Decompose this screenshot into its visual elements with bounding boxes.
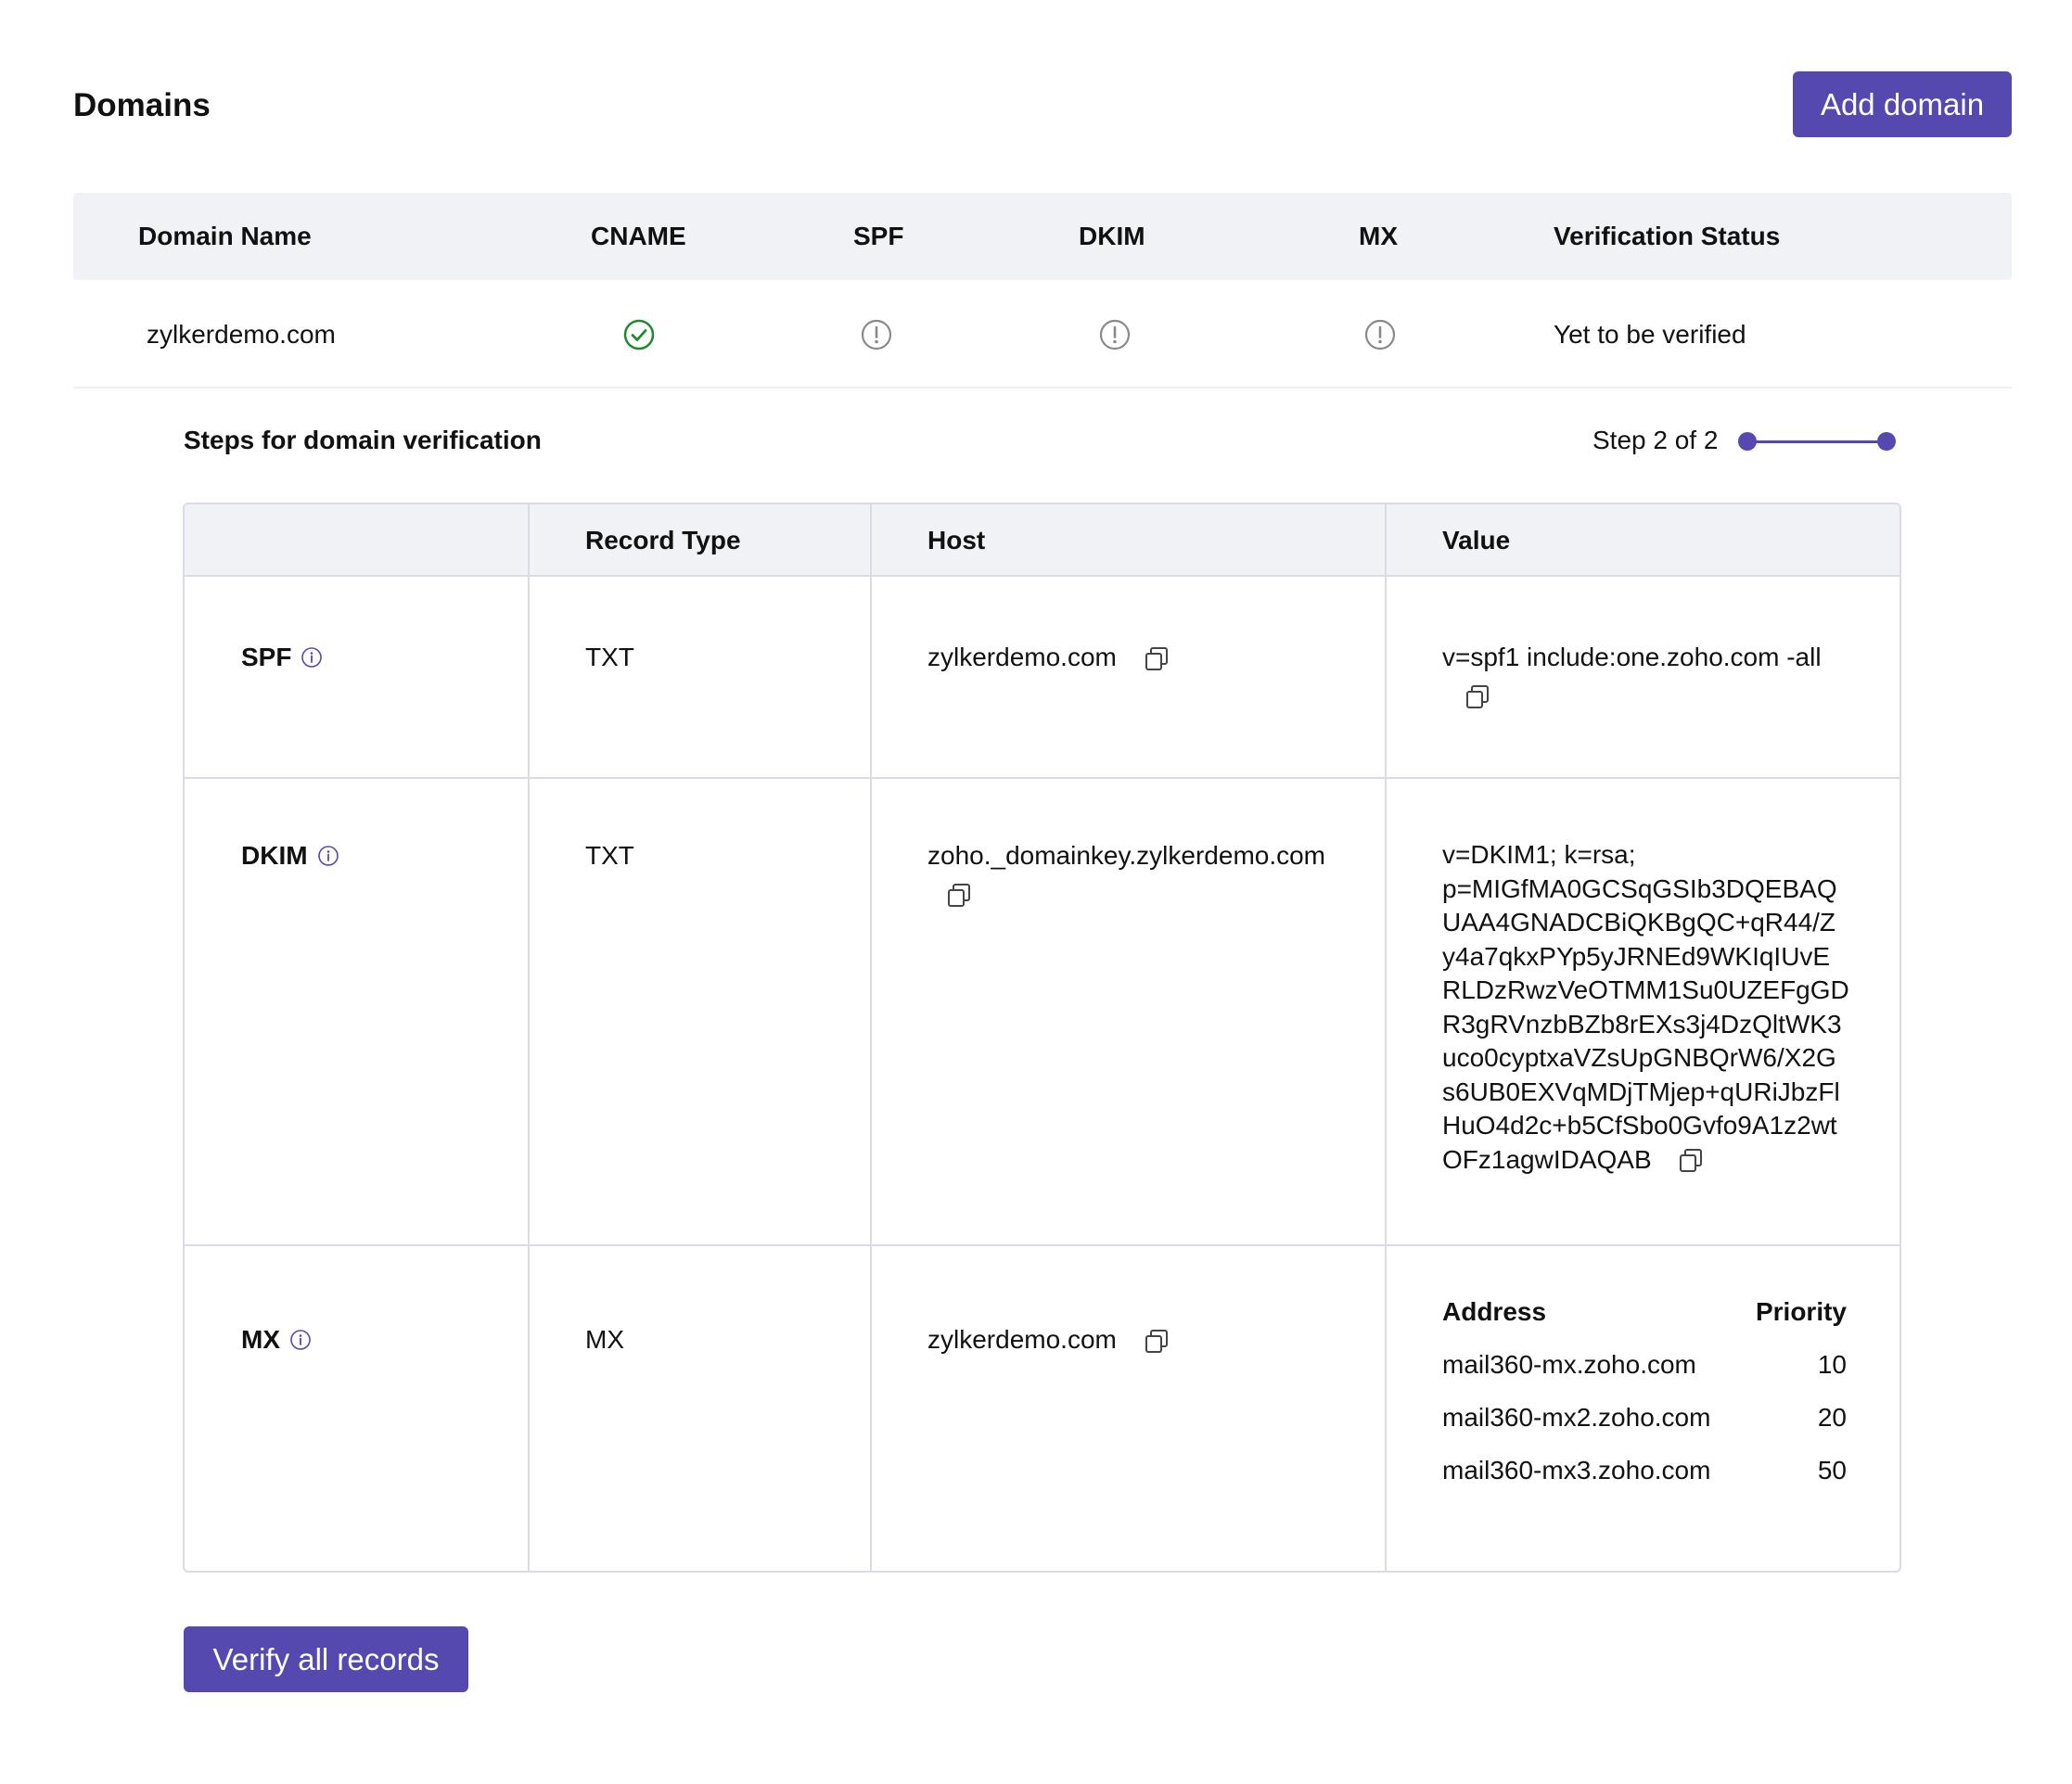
page-title: Domains (73, 87, 211, 123)
exclamation-circle-icon (1364, 319, 1396, 350)
header-domain-name: Domain Name (138, 222, 312, 250)
dkim-value-line: RLDzRwzVeOTMM1Su0UZEFgGD (1442, 975, 1849, 1004)
dkim-value-line: OFz1agwIDAQAB (1442, 1144, 1652, 1174)
mx-priority: 10 (1817, 1349, 1847, 1379)
dkim-value-last-line: OFz1agwIDAQAB (1442, 1143, 1849, 1178)
header-cname: CNAME (591, 222, 686, 250)
dkim-label-text: DKIM (241, 841, 308, 870)
step-dot-1 (1738, 432, 1757, 451)
dns-records-table: Record Type Host Value SPF TXT zylkerdem… (183, 503, 1901, 1573)
dkim-record-label: DKIM (241, 838, 339, 873)
dkim-value-line: p=MIGfMA0GCSqGSIb3DQEBAQ (1442, 873, 1837, 903)
dkim-status (1099, 280, 1131, 389)
exclamation-circle-icon (1099, 319, 1131, 350)
mx-host-text: zylkerdemo.com (927, 1325, 1117, 1354)
spf-record-type: TXT (585, 643, 634, 671)
mx-host: zylkerdemo.com (927, 1322, 1170, 1357)
column-divider (1385, 504, 1387, 1571)
dkim-value-line: HuO4d2c+b5CfSbo0Gvfo9A1z2wt (1442, 1111, 1837, 1140)
dkim-value-line: v=DKIM1; k=rsa; (1442, 840, 1636, 869)
mx-address: mail360-mx3.zoho.com (1442, 1455, 1711, 1485)
copy-icon[interactable] (945, 882, 973, 910)
header-spf: SPF (853, 222, 904, 250)
info-icon[interactable] (317, 845, 339, 867)
spf-value: v=spf1 include:one.zoho.com -all (1442, 643, 1822, 671)
header-verification-status: Verification Status (1554, 222, 1781, 250)
mx-address-header: Address (1442, 1296, 1547, 1326)
row-divider (185, 1244, 1899, 1246)
column-divider (528, 504, 530, 1571)
mx-entry-row: mail360-mx2.zoho.com 20 (1442, 1391, 1847, 1444)
dkim-value-line: R3gRVnzbBZb8rEXs3j4DzQltWK3 (1442, 1009, 1842, 1039)
mx-value-header: Address Priority (1442, 1285, 1847, 1338)
column-divider (870, 504, 872, 1571)
header-dkim: DKIM (1079, 222, 1145, 250)
verification-status-text: Yet to be verified (1554, 319, 1746, 349)
records-table-header: Record Type Host Value (185, 504, 1899, 577)
spf-host: zylkerdemo.com (927, 640, 1170, 674)
info-icon[interactable] (301, 646, 323, 669)
domains-table-header: Domain Name CNAME SPF DKIM MX Verificati… (73, 193, 2012, 280)
mx-label-text: MX (241, 1325, 280, 1354)
row-divider (185, 777, 1899, 779)
cname-status (623, 280, 655, 389)
copy-icon[interactable] (1143, 1328, 1170, 1356)
dkim-value-line: uco0cyptxaVZsUpGNBQrW6/X2G (1442, 1043, 1836, 1072)
info-icon[interactable] (289, 1329, 312, 1351)
step-progress (1738, 430, 1905, 452)
mx-value-table: Address Priority mail360-mx.zoho.com 10 … (1442, 1285, 1847, 1497)
step-counter: Step 2 of 2 (1592, 426, 1719, 454)
records-header-host: Host (927, 526, 986, 554)
step-dot-2 (1877, 432, 1896, 451)
header-mx: MX (1359, 222, 1398, 250)
spf-status (861, 280, 892, 389)
copy-icon[interactable] (1464, 683, 1491, 711)
mx-entry-row: mail360-mx3.zoho.com 50 (1442, 1444, 1847, 1497)
mx-priority-header: Priority (1755, 1296, 1847, 1326)
step-progress-line (1747, 440, 1887, 443)
copy-icon[interactable] (1677, 1147, 1705, 1175)
dkim-value-line: y4a7qkxPYp5yJRNEd9WKIqIUvE (1442, 941, 1831, 971)
domain-row[interactable]: zylkerdemo.com (73, 280, 2012, 389)
spf-label-text: SPF (241, 643, 292, 671)
mx-entry-row: mail360-mx.zoho.com 10 (1442, 1338, 1847, 1391)
dkim-value-line: UAA4GNADCBiQKBgQC+qR44/Z (1442, 908, 1836, 937)
spf-record-label: SPF (241, 640, 323, 674)
dkim-value-line: s6UB0EXVqMDjTMjep+qURiJbzFl (1442, 1077, 1840, 1106)
dkim-value: v=DKIM1; k=rsa; p=MIGfMA0GCSqGSIb3DQEBAQ… (1442, 838, 1849, 1177)
check-circle-icon (623, 319, 655, 350)
verify-all-records-button[interactable]: Verify all records (184, 1626, 468, 1692)
dkim-record-type: TXT (585, 841, 634, 870)
copy-icon[interactable] (1143, 645, 1170, 673)
domain-name-cell: zylkerdemo.com (147, 319, 336, 349)
records-header-value: Value (1442, 526, 1511, 554)
mx-priority: 20 (1817, 1402, 1847, 1432)
mx-status (1364, 280, 1396, 389)
spf-host-text: zylkerdemo.com (927, 643, 1117, 671)
add-domain-button[interactable]: Add domain (1793, 71, 2012, 137)
mx-record-type: MX (585, 1325, 624, 1354)
mx-address: mail360-mx.zoho.com (1442, 1349, 1696, 1379)
records-header-record-type: Record Type (585, 526, 741, 554)
mx-record-label: MX (241, 1322, 312, 1357)
steps-title: Steps for domain verification (184, 426, 542, 454)
exclamation-circle-icon (861, 319, 892, 350)
mx-address: mail360-mx2.zoho.com (1442, 1402, 1711, 1432)
mx-priority: 50 (1817, 1455, 1847, 1485)
dkim-host: zoho._domainkey.zylkerdemo.com (927, 841, 1326, 870)
